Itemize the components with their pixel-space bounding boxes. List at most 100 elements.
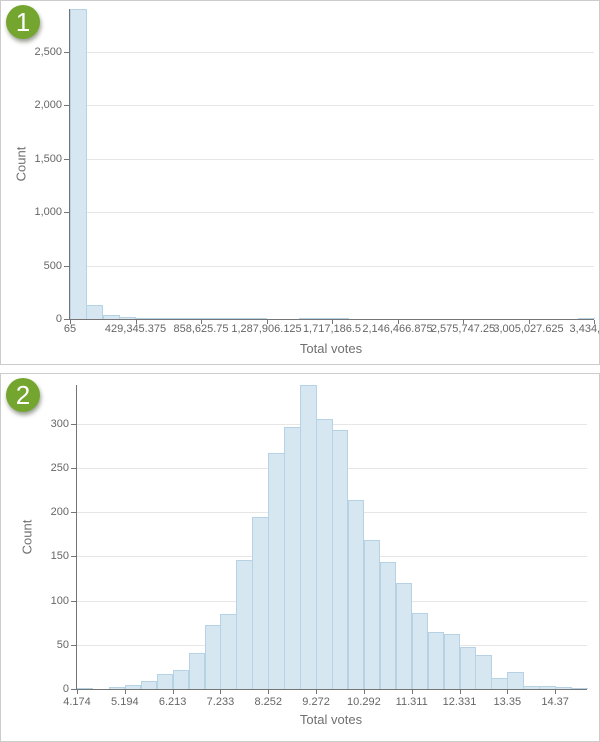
x-tick-label: 65	[63, 323, 77, 335]
y-tick-label: 200	[50, 506, 69, 519]
y-tick-mark	[71, 644, 76, 646]
x-tick-mark	[397, 320, 399, 324]
x-tick-mark	[507, 690, 509, 694]
histogram-bar	[427, 632, 445, 689]
y-tick-mark	[71, 600, 76, 602]
y-axis-title: Count	[13, 146, 29, 182]
y-tick-mark	[64, 105, 69, 107]
y-tick-label: 50	[56, 638, 69, 651]
histogram-bar	[332, 318, 349, 319]
histogram-bar	[379, 561, 397, 689]
y-tick-mark	[71, 423, 76, 425]
x-tick-label: 3,005,027.625	[493, 323, 564, 335]
plot-area-1	[69, 9, 595, 320]
histogram-bar	[539, 686, 556, 689]
histogram-bar	[172, 669, 190, 689]
x-tick-label: 1,717,186.5	[302, 323, 362, 335]
histogram-bar	[299, 318, 317, 319]
gridline	[70, 265, 594, 267]
x-tick-label: 3,434,308	[569, 323, 600, 335]
histogram-bar	[252, 516, 269, 689]
histogram-bar	[491, 678, 508, 689]
y-tick-label: 300	[50, 417, 69, 430]
histogram-bar	[268, 453, 285, 689]
plot-area-2	[76, 385, 588, 690]
y-tick-label: 250	[50, 462, 69, 475]
histogram-bar	[332, 430, 349, 689]
x-axis-title: Total votes	[299, 712, 363, 727]
gridline	[70, 51, 594, 53]
histogram-bar	[102, 314, 120, 319]
histogram-bar	[201, 318, 218, 319]
x-tick-mark	[411, 690, 413, 694]
x-tick-mark	[124, 690, 126, 694]
histogram-bar	[220, 613, 237, 689]
x-tick-label: 5.194	[111, 696, 139, 708]
histogram-bar	[77, 688, 94, 689]
x-tick-label: 14.37	[541, 696, 569, 708]
x-tick-label: 9.272	[302, 696, 330, 708]
y-tick-mark	[71, 689, 76, 690]
x-tick-mark	[172, 690, 174, 694]
x-tick-mark	[268, 690, 270, 694]
histogram-bar	[347, 499, 365, 689]
x-tick-label: 2,575,747.25	[430, 323, 496, 335]
histogram-bar	[168, 318, 186, 319]
histogram-bar	[571, 688, 588, 689]
histogram-bar	[250, 318, 267, 319]
histogram-bar	[119, 317, 136, 319]
histogram-bar	[236, 559, 253, 689]
y-tick-mark	[64, 319, 69, 320]
chart-panel-1: 1 Count Total votes 0 500 1,000 1,500 2,000 2…	[0, 0, 600, 365]
y-tick-mark	[64, 265, 69, 267]
x-tick-mark	[70, 320, 71, 324]
histogram-bar	[459, 646, 476, 689]
histogram-bar	[156, 673, 174, 689]
gridline	[70, 158, 594, 160]
gridline	[70, 212, 594, 214]
y-axis-title: Count	[19, 519, 35, 555]
histogram-bar	[151, 318, 169, 319]
y-tick-label: 100	[50, 594, 69, 607]
histogram-bar	[70, 9, 87, 319]
x-tick-label: 10.292	[347, 696, 381, 708]
x-tick-label: 429,345.375	[104, 323, 167, 335]
histogram-bar	[411, 613, 429, 689]
gridline	[70, 105, 594, 107]
histogram-bar	[443, 634, 460, 689]
x-tick-mark	[220, 690, 222, 694]
histogram-bar	[363, 539, 381, 689]
histogram-bar	[507, 672, 524, 689]
histogram-bar	[140, 681, 158, 689]
x-tick-mark	[77, 690, 78, 694]
x-tick-mark	[528, 320, 530, 324]
x-tick-mark	[135, 320, 137, 324]
y-tick-mark	[71, 556, 76, 558]
histogram-bar	[300, 385, 317, 689]
y-tick-mark	[64, 51, 69, 53]
y-tick-label: 500	[43, 259, 62, 272]
x-tick-mark	[316, 690, 318, 694]
y-tick-label: 150	[50, 550, 69, 563]
x-tick-label: 11.311	[395, 696, 428, 708]
x-tick-label: 6.213	[158, 696, 187, 708]
x-tick-label: 7.233	[206, 696, 235, 708]
x-axis-title: Total votes	[299, 341, 363, 356]
x-tick-label: 2,146,466.875	[362, 323, 433, 335]
x-tick-label: 1,287,906.125	[231, 323, 302, 335]
x-tick-mark	[594, 320, 595, 324]
x-tick-mark	[332, 320, 333, 324]
histogram-bar	[108, 687, 126, 689]
x-tick-mark	[266, 320, 268, 324]
x-tick-mark	[555, 690, 557, 694]
histogram-bar	[577, 318, 595, 319]
histogram-bar	[217, 318, 235, 319]
histogram-bar	[523, 686, 540, 689]
histogram-bar	[184, 318, 202, 319]
x-tick-label: 858,625.75	[173, 323, 229, 335]
y-tick-mark	[71, 512, 76, 514]
histogram-bar	[233, 318, 251, 319]
x-tick-mark	[459, 690, 461, 694]
x-tick-label: 13.35	[493, 696, 522, 708]
histogram-bar	[204, 625, 221, 689]
